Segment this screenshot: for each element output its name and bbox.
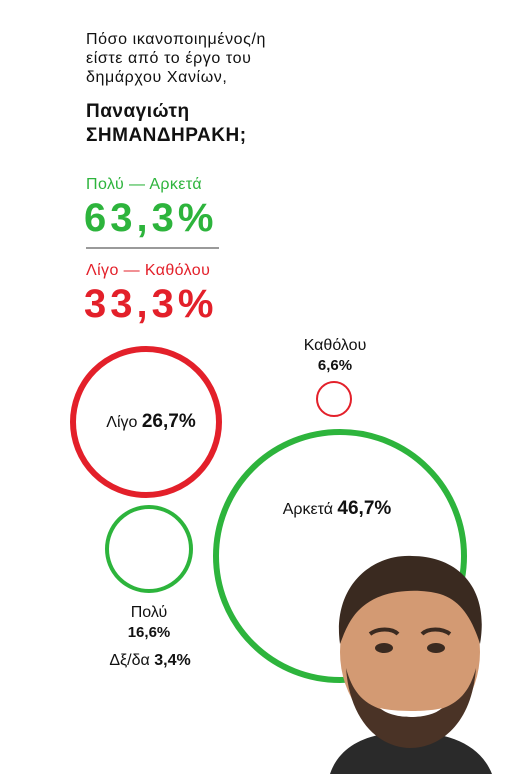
- poly-value: 16,6%: [127, 624, 171, 641]
- positive-value: 63,3%: [84, 196, 218, 240]
- positive-label: Πολύ — Αρκετά: [86, 176, 202, 193]
- mayor-name: Παναγιώτη ΣΗΜΑΝΔΗΡΑΚΗ;: [86, 100, 247, 148]
- poly-category: Πολύ: [130, 604, 168, 621]
- bubble-arketa: [213, 429, 467, 683]
- dxda-category: Δξ/δα: [109, 652, 150, 669]
- katholou-category: Καθόλου: [303, 337, 367, 354]
- mayor-first-name: Παναγιώτη: [86, 101, 190, 122]
- negative-value: 33,3%: [84, 282, 218, 326]
- question-line: Πόσο ικανοποιημένος/η: [86, 31, 267, 48]
- arketa-category: Αρκετά: [282, 501, 333, 518]
- mayor-last-name: ΣΗΜΑΝΔΗΡΑΚΗ;: [86, 125, 247, 146]
- bubble-poly: [105, 505, 193, 593]
- bubble-ligo: [70, 346, 222, 498]
- question-line: είστε από το έργο του: [86, 50, 252, 67]
- question-line: δημάρχου Χανίων,: [86, 69, 228, 86]
- ligo-label: Λίγο 26,7%: [96, 411, 206, 433]
- katholou-label: Καθόλου 6,6%: [290, 336, 380, 376]
- question-text: Πόσο ικανοποιημένος/η είστε από το έργο …: [86, 30, 346, 87]
- dxda-label: Δξ/δα 3,4%: [90, 652, 210, 670]
- dxda-value: 3,4%: [154, 652, 191, 669]
- bubble-katholou: [316, 381, 352, 417]
- poly-label: Πολύ 16,6%: [104, 603, 194, 643]
- ligo-category: Λίγο: [106, 414, 138, 431]
- arketa-value: 46,7%: [337, 498, 392, 519]
- arketa-label: Αρκετά 46,7%: [262, 498, 412, 520]
- ligo-value: 26,7%: [141, 411, 196, 432]
- divider: [86, 247, 219, 249]
- katholou-value: 6,6%: [317, 357, 353, 374]
- man-portrait-icon: [330, 555, 492, 774]
- negative-label: Λίγο — Καθόλου: [86, 262, 211, 279]
